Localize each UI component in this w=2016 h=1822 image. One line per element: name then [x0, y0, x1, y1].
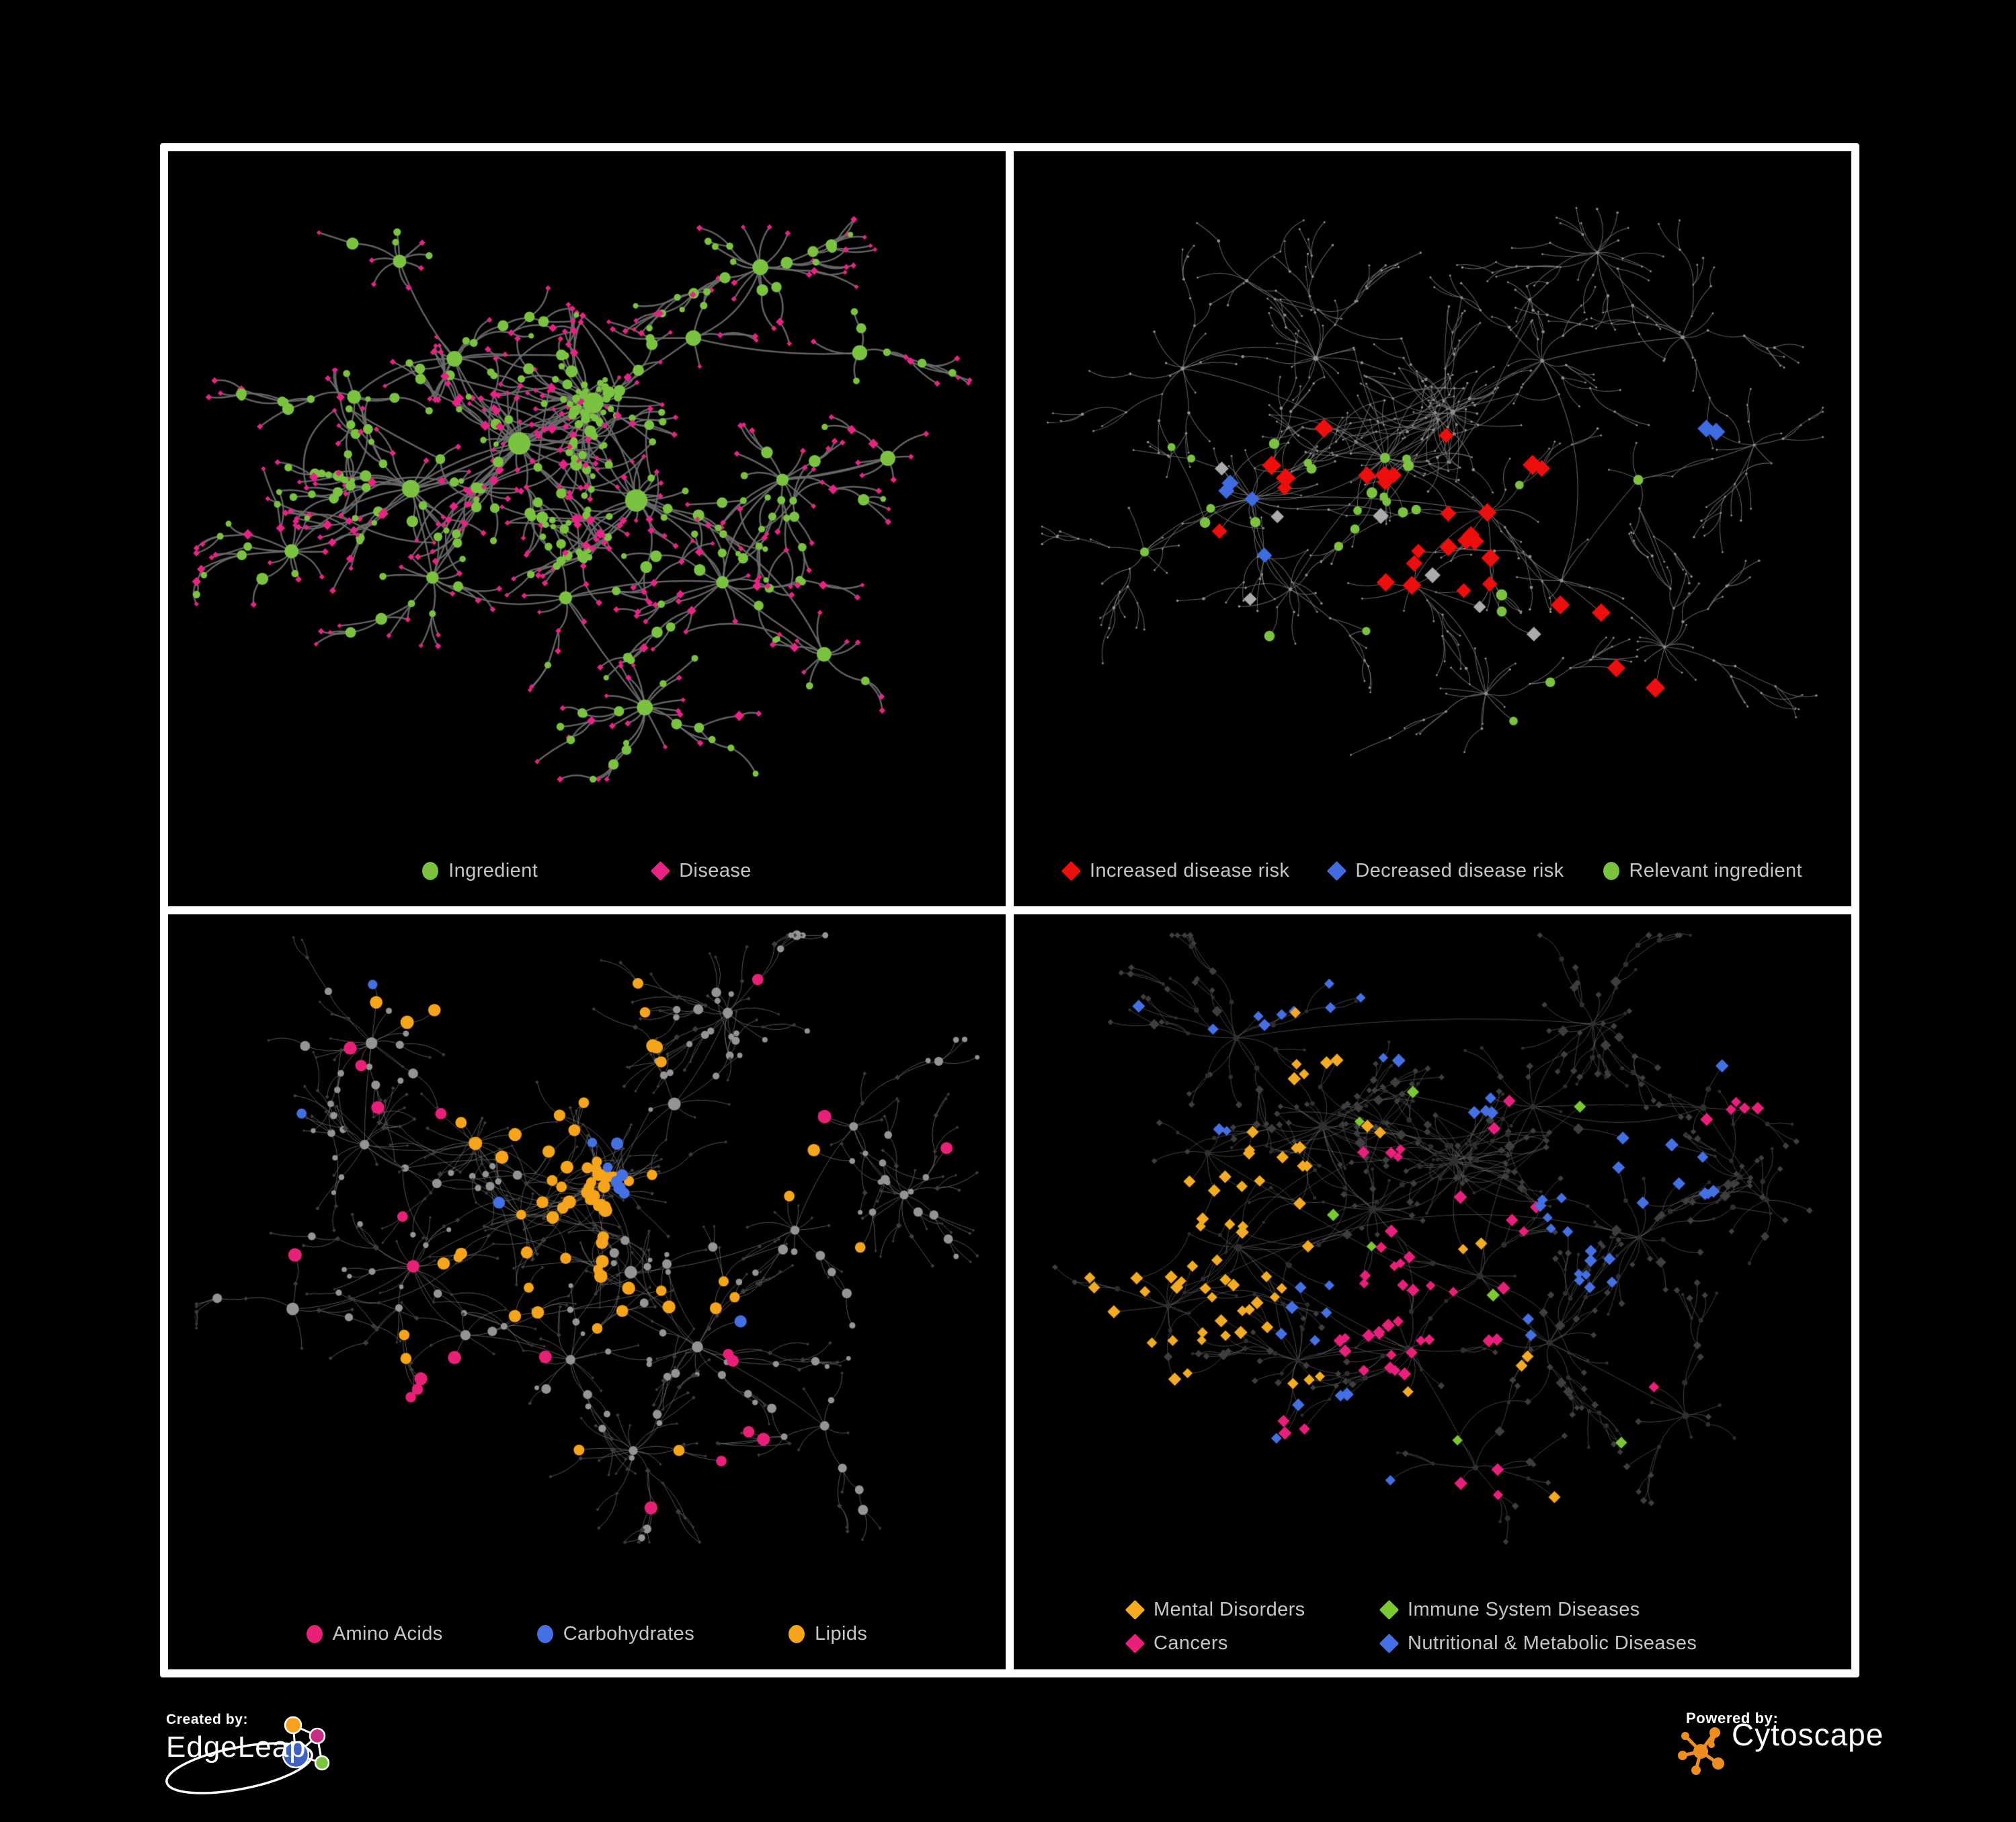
legend-item-disease-categories-2: Cancers — [1125, 1632, 1381, 1655]
legend-disease-risk: Increased disease risk Decreased disease … — [1014, 860, 1851, 882]
legend-item-disease-categories-1: Immune System Diseases — [1379, 1599, 1697, 1621]
legend-marker-circle-icon — [422, 862, 439, 880]
legend-disease-categories: Mental Disorders Immune System Diseases Ca… — [1125, 1599, 1697, 1655]
legend-item-disease-categories-3: Nutritional & Metabolic Diseases — [1379, 1632, 1697, 1655]
legend-item-nutrients-0: Amino Acids — [306, 1623, 443, 1645]
legend-label: Increased disease risk — [1089, 860, 1290, 881]
legend-item-nutrients-2: Lipids — [789, 1623, 867, 1645]
legend-label: Amino Acids — [332, 1623, 443, 1645]
legend-marker-diamond-icon — [650, 861, 671, 881]
legend-item-disease-categories-0: Mental Disorders — [1125, 1599, 1381, 1621]
legend-label: Nutritional & Metabolic Diseases — [1408, 1632, 1697, 1654]
edgeleap-logo-nodes — [282, 1716, 330, 1771]
panel-ingredient-disease: Ingredient Disease — [168, 151, 1006, 906]
edgeleap-logo — [165, 1716, 330, 1794]
legend-item-disease-risk-2: Relevant ingredient — [1603, 860, 1802, 882]
edgeleap-node-magenta-icon — [309, 1727, 326, 1745]
legend-label: Carbohydrates — [563, 1623, 695, 1645]
legend-marker-circle-icon — [1603, 862, 1619, 880]
panel-disease-risk: Increased disease risk Decreased disease … — [1014, 151, 1851, 906]
legend-marker-circle-icon — [789, 1625, 805, 1643]
legend-marker-diamond-icon — [1061, 861, 1082, 881]
legend-item-ingredient-disease-0: Ingredient — [422, 860, 538, 882]
network-canvas-disease-risk — [1014, 151, 1851, 906]
cytoscape-logo — [1678, 1727, 1724, 1775]
legend-marker-diamond-icon — [1326, 861, 1347, 881]
edgeleap-node-green-icon — [314, 1755, 330, 1771]
legend-label: Disease — [679, 860, 752, 881]
cytoscape-wordmark: Cytoscape — [1732, 1717, 1884, 1752]
legend-label: Cancers — [1154, 1632, 1228, 1654]
legend-nutrients: Amino Acids Carbohydrates Lipids — [168, 1623, 1006, 1645]
network-canvas-disease-categories — [1014, 914, 1851, 1669]
edgeleap-node-orange-icon — [284, 1716, 303, 1735]
created-by-label: Created by: — [166, 1712, 249, 1727]
legend-marker-diamond-icon — [1379, 1599, 1400, 1620]
legend-item-ingredient-disease-1: Disease — [650, 860, 752, 882]
network-canvas-nutrients — [168, 914, 1006, 1669]
network-canvas-ingredient-disease — [168, 151, 1006, 906]
legend-label: Decreased disease risk — [1355, 860, 1564, 881]
legend-label: Lipids — [815, 1623, 868, 1645]
legend-item-nutrients-1: Carbohydrates — [536, 1623, 695, 1645]
panel-nutrients: Amino Acids Carbohydrates Lipids — [168, 914, 1006, 1669]
legend-label: Relevant ingredient — [1629, 860, 1803, 881]
legend-marker-diamond-icon — [1125, 1633, 1145, 1654]
legend-ingredient-disease: Ingredient Disease — [168, 860, 1006, 882]
powered-by-block: Powered by: Cytoscape — [1675, 1706, 1958, 1786]
legend-marker-circle-icon — [536, 1625, 553, 1643]
edgeleap-node-blue-icon — [282, 1741, 310, 1769]
legend-label: Ingredient — [448, 860, 538, 881]
figure-grid: Ingredient Disease Increased disease risk… — [160, 143, 1859, 1677]
legend-item-disease-risk-1: Decreased disease risk — [1326, 860, 1564, 882]
edgeleap-wordmark: EdgeLeap — [166, 1731, 307, 1764]
powered-by-label: Powered by: — [1686, 1710, 1779, 1727]
legend-label: Mental Disorders — [1154, 1599, 1305, 1620]
created-by-block: Created by: EdgeLeap — [157, 1708, 352, 1822]
legend-marker-circle-icon — [306, 1625, 323, 1643]
legend-marker-diamond-icon — [1125, 1599, 1145, 1620]
panel-disease-categories: Mental Disorders Immune System Diseases Ca… — [1014, 914, 1851, 1669]
legend-item-disease-risk-0: Increased disease risk — [1061, 860, 1290, 882]
legend-marker-diamond-icon — [1379, 1633, 1400, 1654]
legend-label: Immune System Diseases — [1408, 1599, 1640, 1620]
